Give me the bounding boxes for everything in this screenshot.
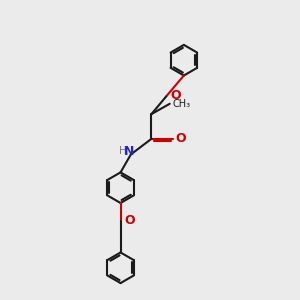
Text: O: O [170,89,181,102]
Text: CH₃: CH₃ [172,99,190,109]
Text: N: N [124,145,135,158]
Text: H: H [119,146,127,157]
Text: O: O [124,214,135,227]
Text: O: O [175,132,186,145]
